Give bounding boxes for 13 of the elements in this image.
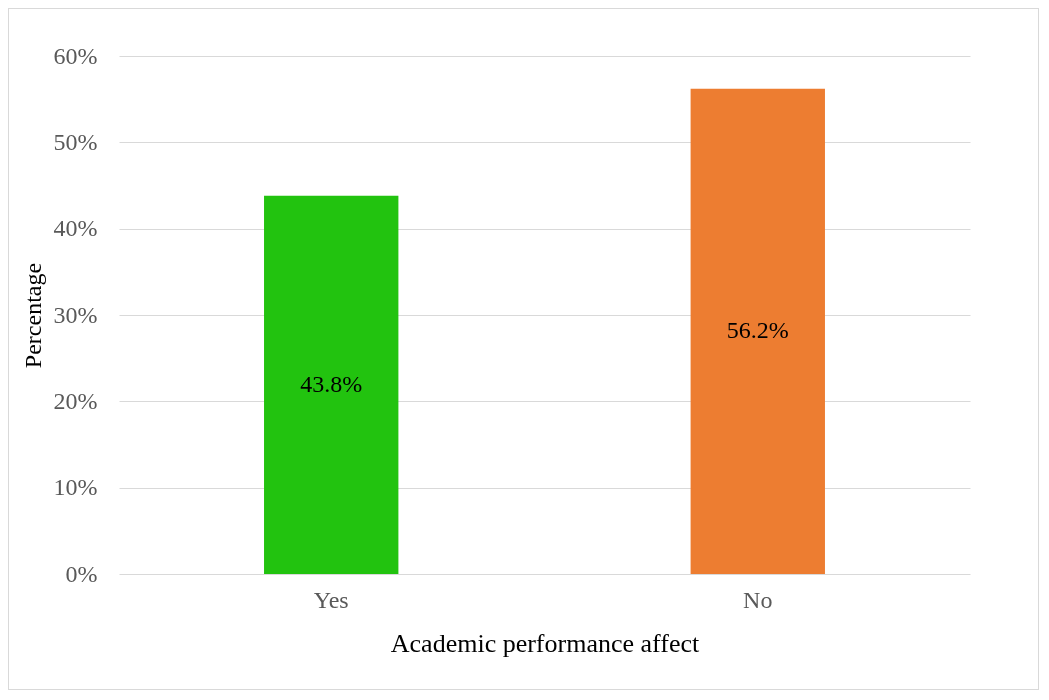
data-label: 56.2% [726, 317, 789, 344]
y-tick-label: 30% [53, 301, 98, 328]
x-axis-title: Academic performance affect [390, 628, 700, 658]
y-tick-label: 40% [53, 215, 98, 242]
y-tick-label: 20% [53, 387, 98, 414]
y-axis-title: Percentage [19, 262, 46, 369]
y-tick-label: 10% [53, 474, 98, 501]
x-tick-label: No [743, 586, 773, 613]
y-tick-label: 50% [53, 128, 98, 155]
y-tick-label: 0% [65, 560, 98, 587]
y-tick-label: 60% [53, 42, 98, 69]
data-label: 43.8% [300, 370, 363, 397]
x-tick-label: Yes [313, 586, 349, 613]
